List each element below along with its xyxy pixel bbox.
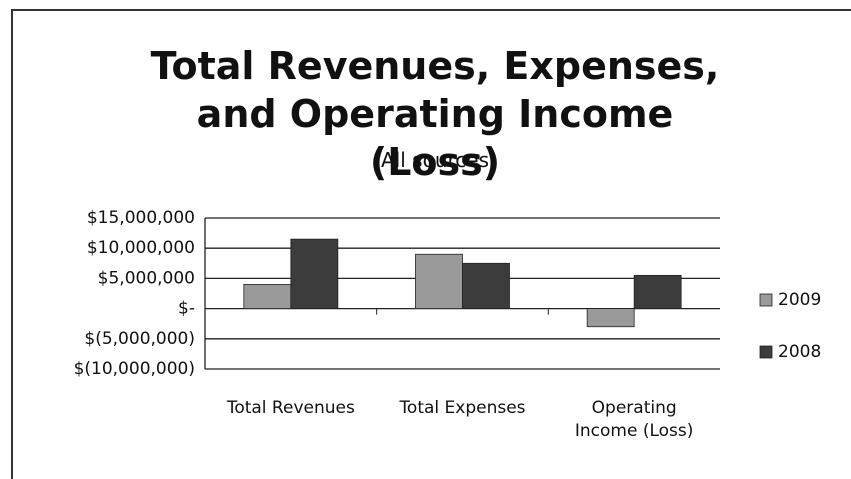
legend-label: 2009 (778, 290, 821, 310)
y-tick-label: $15,000,000 (87, 208, 195, 228)
y-tick-label: $5,000,000 (98, 268, 195, 288)
frame (11, 9, 851, 479)
legend-swatch (759, 345, 773, 359)
y-tick-label: $(5,000,000) (84, 329, 195, 349)
x-tick-label: Total Revenues (226, 398, 355, 418)
x-tick-label: Total Expenses (399, 398, 526, 418)
y-tick-label: $- (178, 299, 195, 319)
chart-subtitle: (All sources) (373, 148, 497, 172)
chart-title: Total Revenues, Expenses, and Operating … (150, 44, 720, 184)
y-tick-label: $(10,000,000) (74, 359, 195, 379)
bar (633, 274, 682, 310)
x-tick-label: Operating Income (Loss) (574, 398, 694, 441)
bar (290, 238, 339, 309)
bar (462, 262, 510, 309)
legend-label: 2008 (778, 342, 821, 362)
bar (243, 284, 292, 310)
bar (586, 308, 635, 328)
bar (415, 253, 463, 310)
legend-swatch (759, 293, 773, 307)
y-tick-label: $10,000,000 (87, 238, 195, 258)
